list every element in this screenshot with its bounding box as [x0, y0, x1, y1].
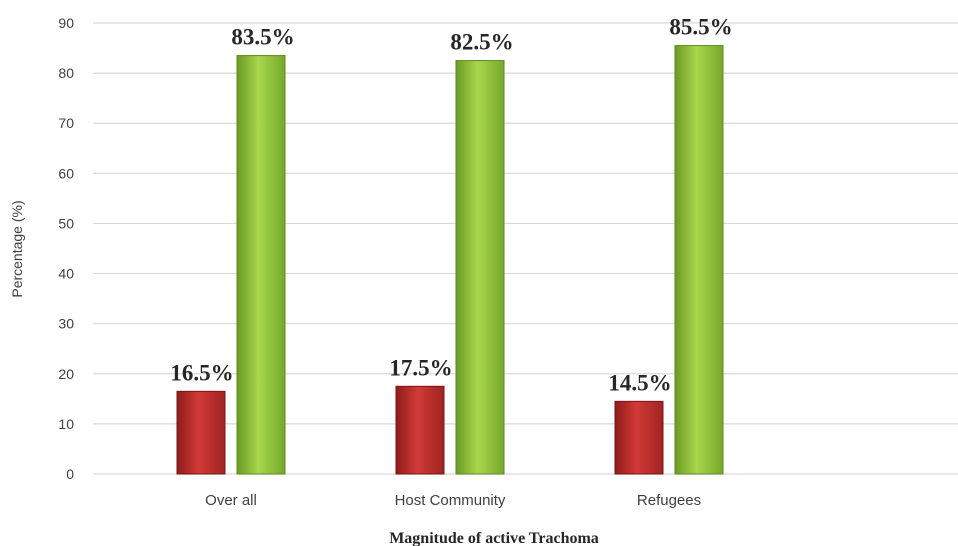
data-label: 17.5%	[389, 355, 452, 380]
x-category-label: Refugees	[637, 492, 701, 509]
y-tick-label: 30	[58, 316, 74, 332]
y-tick-label: 10	[58, 416, 74, 432]
x-axis-categories: Over all Host Community Refugees	[205, 492, 701, 509]
y-tick-label: 60	[58, 165, 74, 181]
bar-red	[395, 385, 445, 475]
bar-red	[614, 400, 664, 475]
x-category-label: Host Community	[395, 492, 506, 509]
data-label: 14.5%	[608, 370, 671, 395]
bars	[176, 45, 724, 475]
x-axis-label: Magnitude of active Trachoma	[389, 530, 599, 546]
y-tick-label: 0	[66, 466, 74, 482]
y-tick-label: 70	[58, 115, 74, 131]
bar-green	[236, 55, 286, 475]
y-tick-label: 40	[58, 266, 74, 282]
x-category-label: Over all	[205, 492, 257, 509]
data-labels: 16.5% 83.5% 17.5% 82.5% 14.5% 85.5%	[170, 15, 732, 396]
y-tick-label: 90	[58, 15, 74, 31]
bar-green	[674, 45, 724, 475]
data-label: 83.5%	[231, 25, 294, 50]
data-label: 85.5%	[669, 15, 732, 40]
y-tick-label: 80	[58, 65, 74, 81]
y-axis-label: Percentage (%)	[9, 200, 25, 297]
data-label: 82.5%	[450, 30, 513, 55]
y-tick-label: 20	[58, 366, 74, 382]
data-label: 16.5%	[170, 360, 233, 385]
y-tick-label: 50	[58, 215, 74, 231]
bar-red	[176, 390, 226, 475]
bar-green	[455, 60, 505, 475]
y-axis-ticks: 0 10 20 30 40 50 60 70 80 90	[58, 15, 74, 482]
